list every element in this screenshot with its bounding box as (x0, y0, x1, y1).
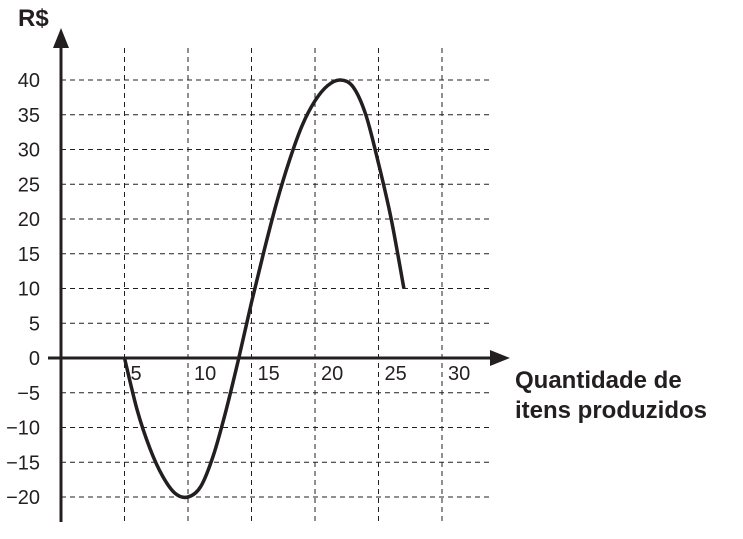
y-tick-label: 30 (18, 140, 40, 162)
y-tick-label: 40 (18, 70, 40, 92)
grid-group (61, 48, 492, 522)
x-axis-title: Quantidade de itens produzidos (515, 367, 707, 424)
y-tick-label: −20 (6, 487, 40, 509)
x-tick-label: 25 (385, 363, 407, 385)
x-tick-label: 15 (258, 363, 280, 385)
x-tick-label: 10 (194, 363, 216, 385)
y-tick-label: 10 (18, 279, 40, 301)
x-tick-label: 5 (131, 363, 142, 385)
y-tick-label: 15 (18, 244, 40, 266)
y-axis-title: R$ (18, 5, 49, 32)
x-axis-arrow (490, 350, 510, 366)
y-tick-label: 0 (29, 348, 40, 370)
series-line (122, 78, 406, 500)
x-tick-label: 30 (448, 363, 470, 385)
y-tick-label: −10 (6, 418, 40, 440)
x-axis-title-line: Quantidade de (515, 367, 682, 394)
y-tick-label: 5 (29, 313, 40, 335)
x-axis-title-line: itens produzidos (515, 397, 707, 424)
y-axis-arrow (53, 28, 69, 48)
x-tick-label: 20 (321, 363, 343, 385)
y-tick-labels: 40 35 30 25 20 15 10 5 0 −5 −10 −15 −20 (6, 70, 40, 509)
y-tick-label: 35 (18, 105, 40, 127)
y-tick-label: 25 (18, 174, 40, 196)
y-tick-label: 20 (18, 209, 40, 231)
y-tick-label: −5 (17, 383, 40, 405)
x-tick-labels: 5 10 15 20 25 30 (131, 363, 471, 385)
y-tick-label: −15 (6, 452, 40, 474)
axes-group (48, 28, 510, 522)
